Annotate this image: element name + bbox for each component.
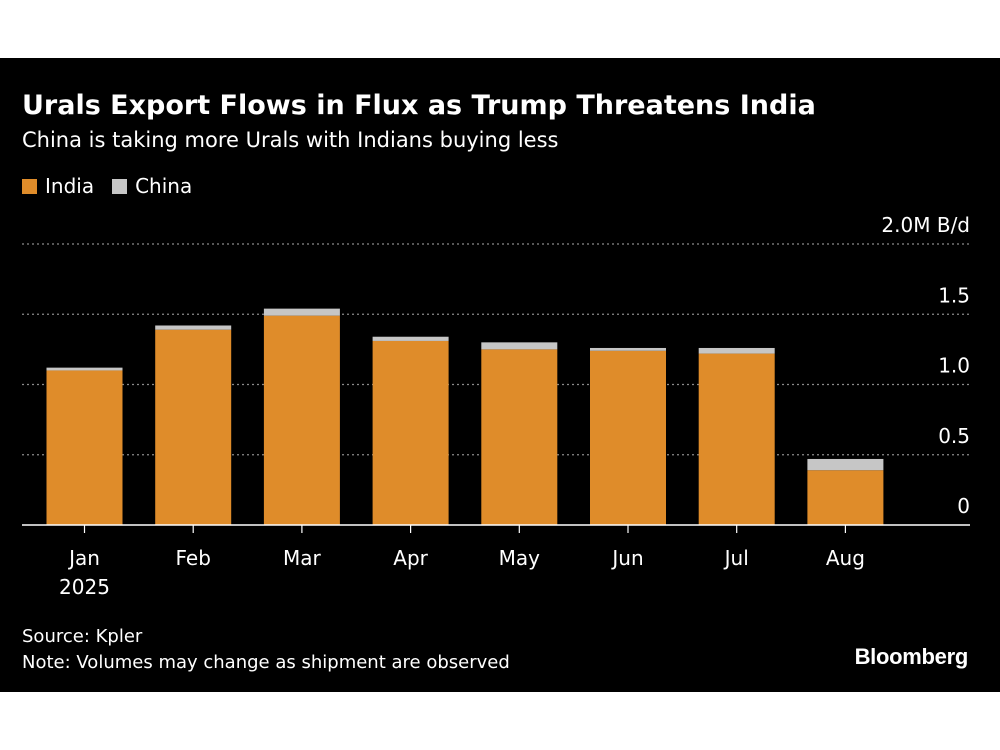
y-tick-label: 1.0 bbox=[938, 354, 970, 378]
bar-india bbox=[372, 340, 449, 525]
bar-india bbox=[46, 370, 123, 525]
bar-china bbox=[263, 308, 340, 316]
bar-india bbox=[590, 350, 666, 525]
legend-swatch-india bbox=[22, 178, 37, 194]
source-text: Source: Kpler bbox=[22, 626, 143, 647]
legend: India China bbox=[22, 174, 210, 198]
chart-title: Urals Export Flows in Flux as Trump Thre… bbox=[22, 90, 816, 121]
bar-india bbox=[698, 353, 775, 525]
y-tick-label: 0.5 bbox=[938, 424, 970, 448]
bar-china bbox=[807, 458, 884, 471]
legend-label-china: China bbox=[135, 174, 193, 198]
bar-india bbox=[481, 349, 558, 525]
bar-india bbox=[263, 315, 340, 525]
bar-china bbox=[155, 325, 232, 330]
x-tick-label: Apr bbox=[393, 546, 428, 570]
bar-china bbox=[46, 367, 123, 371]
chart-subtitle: China is taking more Urals with Indians … bbox=[22, 128, 559, 152]
footer-notes: Source: Kpler Note: Volumes may change a… bbox=[22, 624, 510, 676]
chart-panel: Urals Export Flows in Flux as Trump Thre… bbox=[0, 58, 1000, 692]
bar-china bbox=[481, 342, 558, 350]
note-text: Note: Volumes may change as shipment are… bbox=[22, 652, 510, 673]
x-tick-label: Mar bbox=[283, 546, 322, 570]
x-tick-label: Aug bbox=[826, 546, 865, 570]
y-tick-label: 1.5 bbox=[938, 283, 970, 307]
x-tick-sublabel: 2025 bbox=[59, 575, 110, 599]
bloomberg-logo: Bloomberg bbox=[854, 644, 969, 669]
x-tick-label: Jul bbox=[723, 546, 749, 570]
bar-chart: 0 0.5 1.0 1.5 2.0M B/d Jan 2025 Feb Mar Apr May Jun… bbox=[22, 213, 970, 599]
legend-swatch-china bbox=[112, 178, 128, 194]
x-tick-label: Feb bbox=[175, 546, 210, 570]
bar-india bbox=[155, 329, 232, 525]
bar-china bbox=[372, 336, 449, 341]
x-tick-label: Jan bbox=[67, 546, 100, 570]
y-tick-label: 2.0M B/d bbox=[881, 213, 970, 237]
legend-label-india: India bbox=[45, 174, 95, 198]
bar-china bbox=[590, 347, 666, 351]
y-tick-label: 0 bbox=[957, 494, 970, 518]
x-tick-label: May bbox=[499, 546, 541, 570]
legend-item-china: China bbox=[112, 174, 192, 198]
bar-india bbox=[807, 470, 884, 525]
bar-china bbox=[698, 347, 775, 354]
x-tick-label: Jun bbox=[610, 546, 643, 570]
legend-item-india: India bbox=[22, 174, 94, 198]
